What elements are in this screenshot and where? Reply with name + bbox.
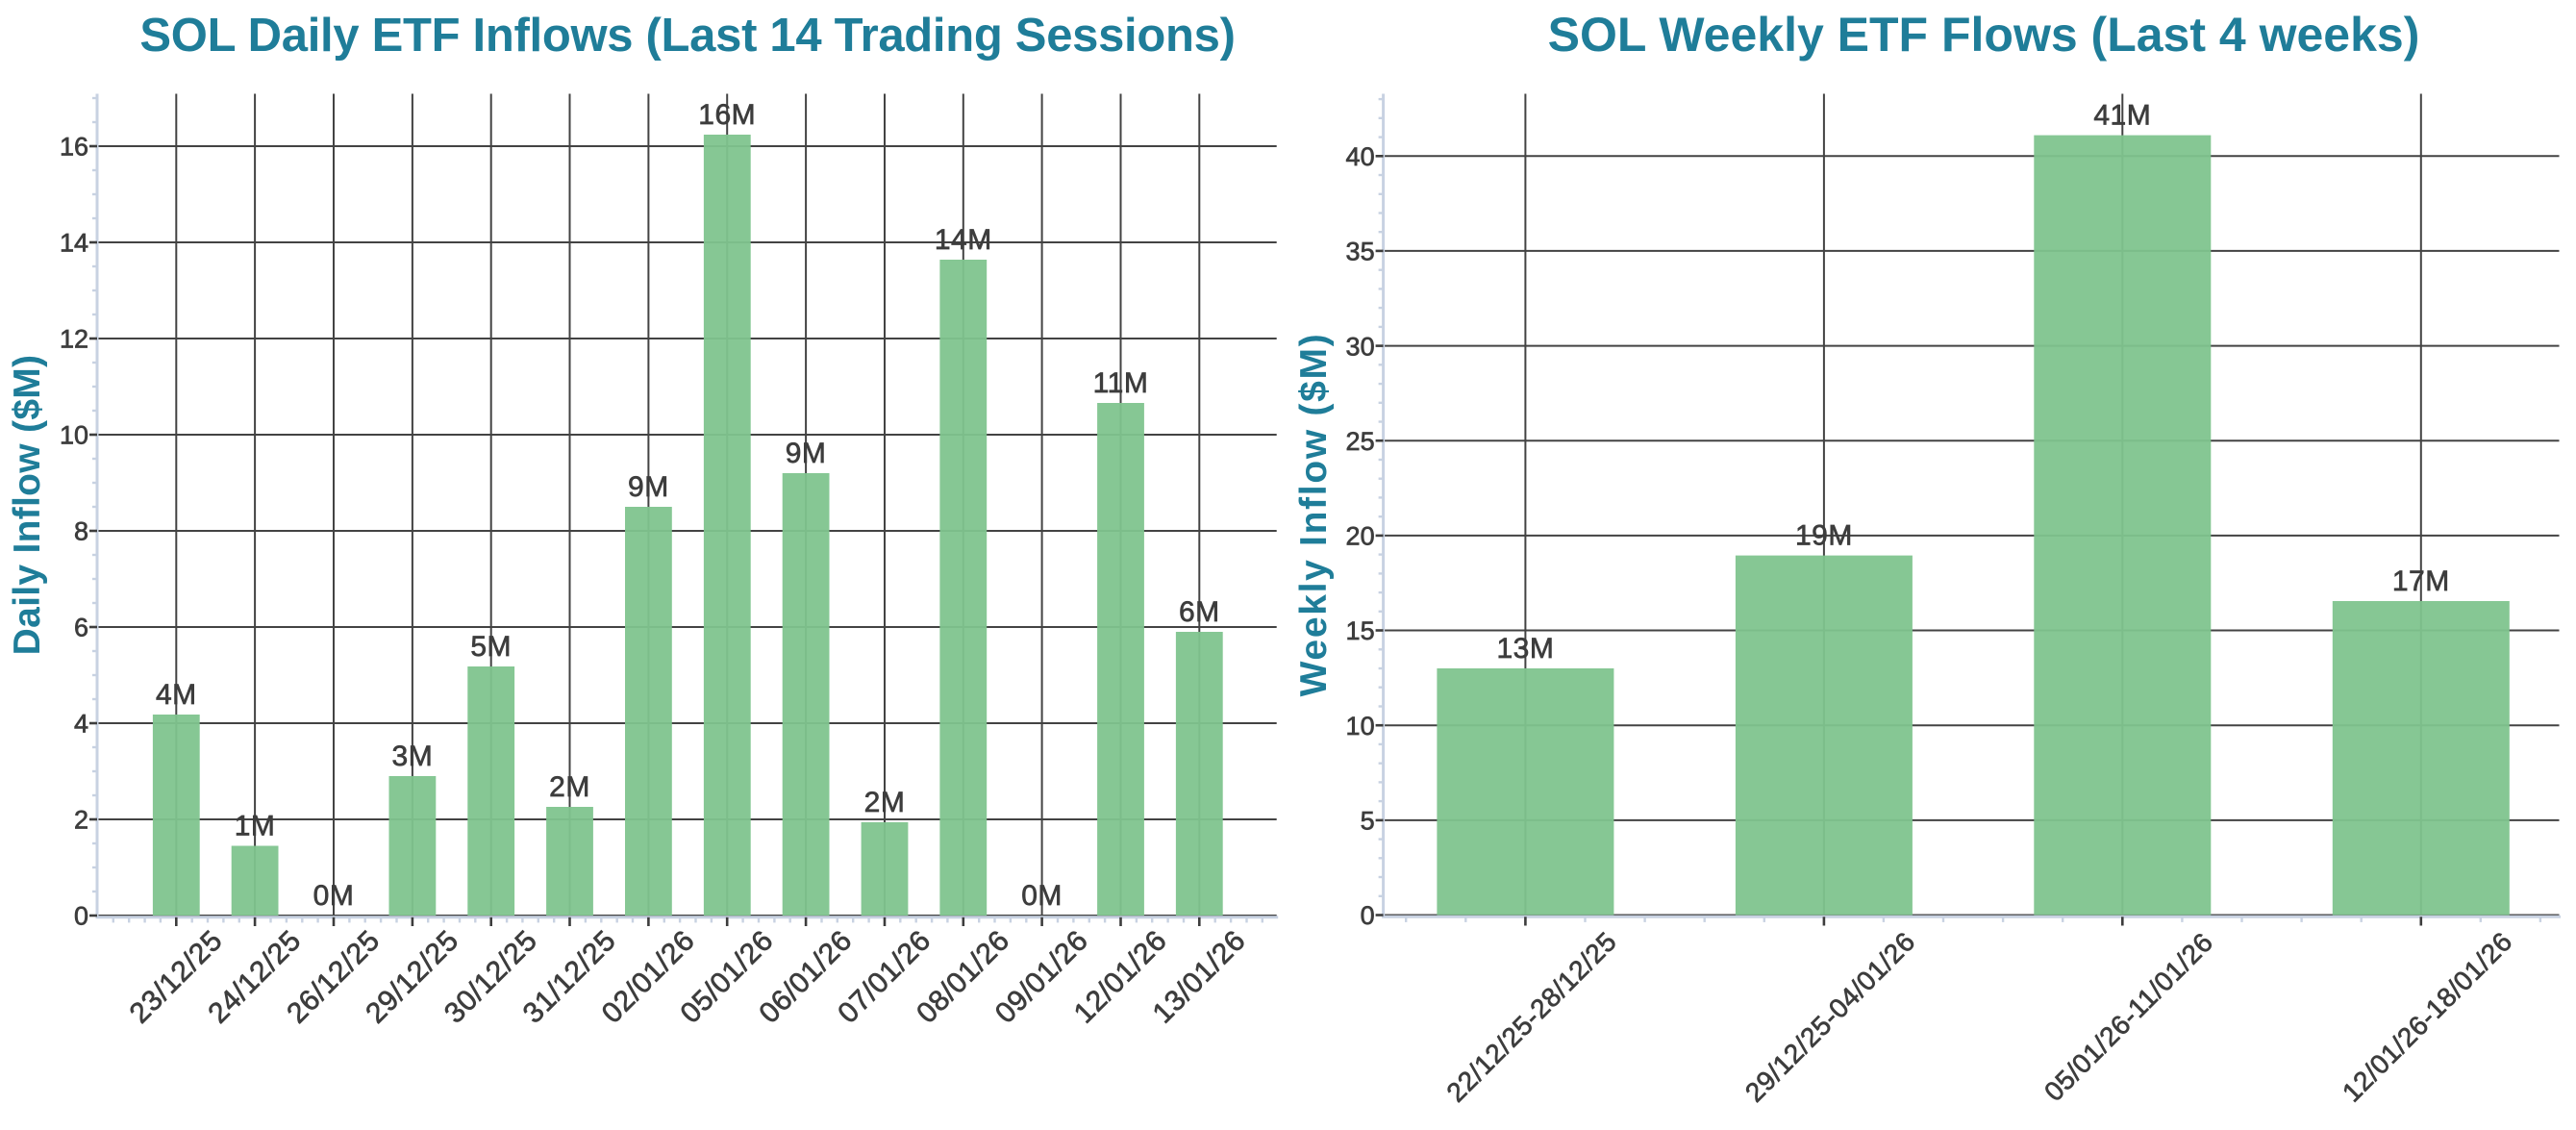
svg-text:14M: 14M bbox=[935, 224, 992, 256]
svg-text:11M: 11M bbox=[1093, 367, 1149, 399]
svg-text:SOL Weekly ETF Flows (Last 4 w: SOL Weekly ETF Flows (Last 4 weeks) bbox=[1548, 8, 2420, 62]
svg-text:6M: 6M bbox=[1179, 596, 1220, 628]
svg-text:SOL Daily ETF Inflows (Last 14: SOL Daily ETF Inflows (Last 14 Trading S… bbox=[139, 10, 1235, 62]
svg-text:19M: 19M bbox=[1795, 520, 1853, 552]
svg-text:5: 5 bbox=[1361, 807, 1375, 836]
svg-text:6: 6 bbox=[74, 614, 88, 642]
svg-text:15: 15 bbox=[1346, 616, 1375, 645]
svg-text:0: 0 bbox=[74, 902, 88, 931]
svg-text:35: 35 bbox=[1346, 238, 1375, 266]
svg-text:12: 12 bbox=[60, 325, 88, 354]
svg-text:Weekly Inflow ($M): Weekly Inflow ($M) bbox=[1293, 333, 1335, 697]
svg-text:0M: 0M bbox=[1021, 880, 1063, 912]
svg-text:2M: 2M bbox=[864, 787, 906, 818]
svg-text:14: 14 bbox=[60, 229, 88, 258]
svg-text:17M: 17M bbox=[2392, 565, 2450, 597]
svg-text:40: 40 bbox=[1346, 142, 1375, 171]
svg-text:9M: 9M bbox=[628, 471, 669, 503]
svg-text:2: 2 bbox=[74, 806, 88, 835]
svg-text:10: 10 bbox=[60, 421, 88, 450]
svg-text:1M: 1M bbox=[235, 811, 276, 842]
svg-text:8: 8 bbox=[74, 517, 88, 546]
svg-text:9M: 9M bbox=[786, 438, 827, 469]
svg-text:2M: 2M bbox=[549, 771, 590, 803]
svg-text:30: 30 bbox=[1346, 332, 1375, 361]
svg-text:3M: 3M bbox=[392, 741, 434, 772]
svg-text:16M: 16M bbox=[698, 99, 756, 131]
svg-text:4M: 4M bbox=[156, 679, 197, 711]
svg-text:5M: 5M bbox=[470, 631, 512, 663]
svg-text:25: 25 bbox=[1346, 427, 1375, 456]
svg-text:10: 10 bbox=[1346, 712, 1375, 741]
svg-text:20: 20 bbox=[1346, 522, 1375, 551]
svg-text:16: 16 bbox=[60, 133, 88, 162]
svg-text:4: 4 bbox=[74, 710, 88, 739]
svg-text:0M: 0M bbox=[313, 880, 355, 912]
svg-text:13M: 13M bbox=[1496, 633, 1554, 665]
svg-text:0: 0 bbox=[1361, 901, 1375, 930]
svg-text:Daily Inflow ($M): Daily Inflow ($M) bbox=[7, 355, 48, 656]
svg-text:41M: 41M bbox=[2093, 100, 2151, 132]
